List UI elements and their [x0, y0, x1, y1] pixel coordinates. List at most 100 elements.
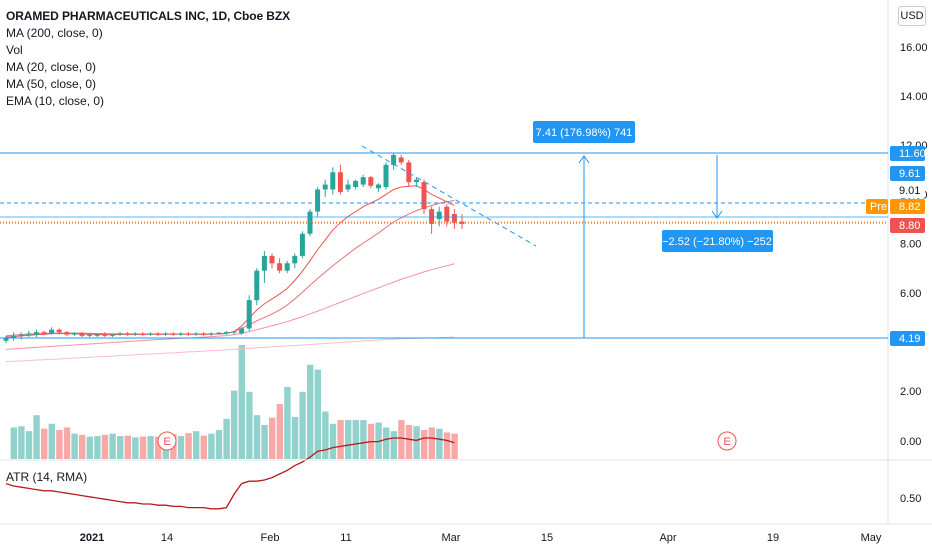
- candle-body[interactable]: [239, 328, 245, 334]
- candle-body[interactable]: [201, 333, 207, 335]
- candle-body[interactable]: [330, 172, 336, 190]
- candle-body[interactable]: [132, 333, 138, 335]
- indicator-ema10[interactable]: EMA (10, close, 0): [6, 94, 105, 108]
- candle-body[interactable]: [185, 333, 191, 335]
- candle-body[interactable]: [292, 255, 298, 264]
- candle-body[interactable]: [163, 333, 169, 335]
- candles: [3, 152, 465, 344]
- indicator-volume[interactable]: Vol: [6, 43, 23, 57]
- candle-body[interactable]: [421, 182, 427, 210]
- earnings-event-icon[interactable]: [717, 431, 737, 451]
- candle-body[interactable]: [71, 333, 77, 335]
- candle-body[interactable]: [216, 332, 222, 334]
- volume-bar: [10, 427, 17, 459]
- candle-body[interactable]: [208, 333, 214, 335]
- candle-body[interactable]: [94, 334, 100, 336]
- candle-body[interactable]: [299, 233, 305, 256]
- price-tick-label: 2.00: [900, 386, 921, 398]
- volume-bar: [299, 391, 306, 459]
- price-tag-419: [890, 331, 925, 346]
- candle-body[interactable]: [3, 338, 9, 341]
- symbol-title[interactable]: ORAMED PHARMACEUTICALS INC, 1D, Cboe BZX: [6, 9, 291, 23]
- candle-body[interactable]: [223, 332, 229, 334]
- atr-tick-label: 0.50: [900, 493, 921, 505]
- candle-body[interactable]: [56, 329, 62, 333]
- candle-body[interactable]: [117, 333, 123, 335]
- candle-body[interactable]: [147, 333, 153, 335]
- candle-body[interactable]: [155, 333, 161, 335]
- candle-body[interactable]: [398, 157, 404, 163]
- candle-body[interactable]: [277, 263, 283, 271]
- candle-body[interactable]: [383, 164, 389, 188]
- candle-body[interactable]: [254, 270, 260, 301]
- candle-body[interactable]: [368, 177, 374, 186]
- ma20-line[interactable]: [5, 200, 455, 337]
- measure-up-box[interactable]: [533, 121, 635, 143]
- candle-body[interactable]: [375, 184, 381, 189]
- earnings-event-icon[interactable]: [157, 431, 177, 451]
- volume-bar: [48, 423, 55, 459]
- candle-body[interactable]: [451, 214, 457, 223]
- volume-bar: [94, 436, 101, 459]
- candle-body[interactable]: [193, 333, 199, 335]
- candle-body[interactable]: [269, 255, 275, 264]
- candle-body[interactable]: [436, 211, 442, 219]
- candle-body[interactable]: [26, 333, 32, 335]
- candle-body[interactable]: [18, 334, 24, 336]
- candle-body[interactable]: [444, 206, 450, 222]
- ma200-line[interactable]: [5, 336, 455, 363]
- candle-body[interactable]: [322, 184, 328, 190]
- time-tick-label: Feb: [261, 532, 280, 544]
- atr-line[interactable]: [5, 437, 455, 510]
- earnings-event-label: E: [163, 436, 170, 448]
- candle-body[interactable]: [345, 184, 351, 190]
- ema10-line[interactable]: [5, 185, 455, 338]
- candle-body[interactable]: [64, 332, 70, 335]
- candle-body[interactable]: [41, 332, 47, 334]
- atr-indicator-label[interactable]: ATR (14, RMA): [6, 470, 88, 484]
- candle-body[interactable]: [360, 177, 366, 185]
- candle-body[interactable]: [79, 333, 85, 336]
- measure-down-box[interactable]: [662, 230, 773, 252]
- volume-bar: [345, 420, 352, 459]
- price-tick-label: 8.00: [900, 239, 921, 251]
- price-tag-419-text: 4.19: [899, 333, 920, 345]
- volume-bar: [284, 386, 291, 459]
- price-tag-961: [890, 166, 925, 181]
- moving-averages: [5, 185, 455, 363]
- candle-body[interactable]: [125, 333, 131, 335]
- candle-body[interactable]: [140, 333, 146, 335]
- time-axis[interactable]: 2021 14 Feb 11 Mar 15 Apr 19 May: [80, 532, 882, 544]
- candle-body[interactable]: [315, 189, 321, 212]
- candle-body[interactable]: [391, 155, 397, 165]
- candle-body[interactable]: [337, 172, 343, 192]
- currency-button[interactable]: USD: [898, 6, 926, 26]
- volume-bar: [231, 390, 238, 459]
- indicator-ma200[interactable]: MA (200, close, 0): [6, 26, 103, 40]
- volume-bar: [25, 431, 33, 459]
- candle-body[interactable]: [231, 331, 237, 333]
- volume-bar: [132, 437, 139, 459]
- candle-body[interactable]: [406, 162, 412, 183]
- candle-body[interactable]: [33, 332, 39, 335]
- candle-body[interactable]: [87, 334, 93, 336]
- candle-body[interactable]: [11, 335, 17, 339]
- candle-body[interactable]: [261, 255, 267, 271]
- indicator-ma50[interactable]: MA (50, close, 0): [6, 77, 97, 91]
- volume-bar: [147, 436, 154, 459]
- price-axis[interactable]: 16.0014.0012.0010.008.006.004.002.000.00…: [900, 42, 928, 505]
- candle-body[interactable]: [413, 179, 419, 183]
- indicator-ma20[interactable]: MA (20, close, 0): [6, 60, 97, 74]
- candle-body[interactable]: [178, 333, 184, 335]
- candle-body[interactable]: [353, 180, 359, 188]
- ma50-line[interactable]: [5, 263, 455, 350]
- candle-body[interactable]: [246, 300, 252, 329]
- time-tick-label: 19: [767, 532, 779, 544]
- trend-line[interactable]: [361, 145, 537, 247]
- candle-body[interactable]: [170, 333, 176, 335]
- candle-body[interactable]: [109, 334, 115, 336]
- candle-body[interactable]: [284, 263, 290, 271]
- candle-body[interactable]: [102, 334, 108, 336]
- candle-body[interactable]: [49, 329, 55, 334]
